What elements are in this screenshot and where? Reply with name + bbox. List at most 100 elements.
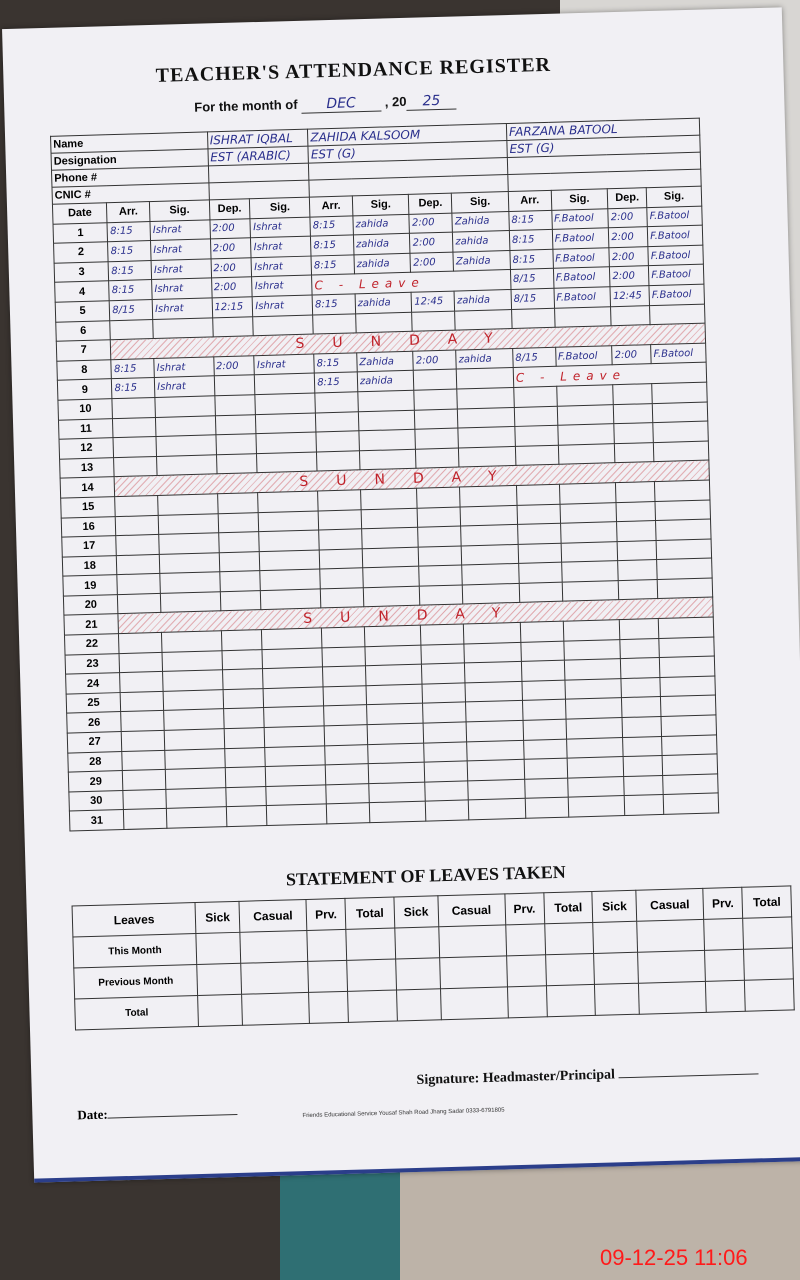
leaves-cell — [744, 978, 795, 1012]
entry-cell — [516, 484, 560, 505]
entry-cell — [660, 675, 716, 697]
entry-cell — [660, 695, 716, 717]
entry-cell — [219, 570, 261, 592]
entry-cell — [163, 689, 224, 711]
entry-cell: 8:15 — [107, 221, 151, 242]
entry-cell — [116, 554, 160, 575]
entry-cell — [524, 777, 568, 799]
entry-cell — [517, 542, 562, 564]
date-cell: 26 — [66, 711, 122, 734]
entry-cell — [253, 314, 314, 336]
floor — [380, 1160, 800, 1280]
entry-cell: 8:15 — [313, 352, 358, 374]
entry-cell — [517, 523, 561, 545]
leaves-cell — [308, 991, 349, 1024]
date-cell: 1 — [52, 222, 108, 244]
entry-cell — [415, 428, 459, 449]
entry-cell — [419, 565, 463, 587]
entry-cell: 2:00 — [409, 232, 454, 254]
entry-cell: 2:00 — [609, 266, 650, 287]
entry-cell: 8:15 — [312, 293, 356, 315]
leaves-cell — [507, 985, 548, 1018]
header-signature: Sig. — [550, 188, 609, 210]
entry-cell — [116, 534, 160, 556]
entry-cell: F.Batool — [647, 225, 703, 247]
entry-cell: Ishrat — [150, 219, 210, 241]
entry-cell — [368, 781, 426, 804]
entry-cell — [123, 808, 167, 830]
entry-cell — [323, 705, 367, 726]
entry-cell: Ishrat — [151, 278, 212, 300]
entry-cell — [565, 717, 623, 739]
leaves-col-header: Total — [345, 897, 395, 930]
entry-cell — [164, 748, 225, 770]
entry-cell — [216, 453, 258, 475]
entry-cell: F.Batool — [551, 208, 609, 230]
entry-cell — [465, 681, 523, 703]
entry-cell: 8:15 — [111, 377, 155, 399]
entry-cell — [567, 776, 625, 798]
entry-cell — [224, 747, 266, 768]
entry-cell — [464, 642, 522, 664]
leaves-col-header: Total — [543, 891, 594, 924]
leaves-col-header: Prv. — [702, 887, 743, 920]
entry-cell — [655, 519, 712, 541]
entry-cell — [655, 499, 711, 521]
entry-cell — [260, 569, 321, 591]
entry-cell — [651, 382, 708, 404]
entry-cell: 2:00 — [213, 355, 255, 377]
entry-cell — [317, 489, 361, 511]
entry-cell — [259, 549, 320, 571]
entry-cell — [413, 369, 458, 391]
entry-cell — [260, 588, 322, 611]
entry-cell — [121, 730, 165, 752]
entry-cell — [264, 725, 325, 748]
entry-cell: F.Batool — [553, 286, 611, 308]
entry-cell — [513, 386, 557, 407]
entry-cell: 8:15 — [509, 249, 553, 270]
entry-cell — [112, 397, 156, 419]
leaves-col-header: Casual — [437, 893, 506, 927]
leaves-cell — [196, 932, 241, 965]
entry-cell — [457, 406, 515, 429]
entry-cell — [156, 454, 217, 476]
entry-cell — [158, 513, 219, 535]
leaves-cell — [345, 928, 396, 961]
entry-cell: 8/15 — [512, 347, 556, 368]
leaves-row-label: This Month — [72, 933, 198, 968]
entry-cell — [223, 727, 266, 749]
entry-cell: 8:15 — [509, 229, 553, 251]
entry-cell — [423, 721, 467, 743]
entry-cell — [556, 404, 615, 426]
date-cell: 10 — [57, 398, 113, 420]
entry-cell — [623, 775, 664, 796]
entry-cell — [364, 625, 422, 647]
entry-cell — [563, 639, 621, 661]
date-cell: 27 — [67, 731, 123, 753]
entry-cell: Ishrat — [153, 356, 214, 378]
entry-cell: F.Batool — [551, 227, 610, 250]
entry-cell — [464, 661, 522, 683]
entry-cell — [420, 624, 465, 645]
entry-cell — [462, 583, 520, 605]
leaves-col-header: Casual — [635, 888, 704, 922]
entry-cell — [358, 429, 416, 451]
entry-cell — [326, 803, 370, 824]
entry-cell — [160, 591, 221, 613]
entry-cell — [619, 618, 659, 640]
leaves-header: Leaves — [72, 902, 197, 937]
entry-cell — [266, 804, 328, 826]
entry-cell — [357, 390, 415, 412]
leaves-col-header: Sick — [592, 890, 637, 923]
entry-cell: 2:00 — [210, 257, 253, 279]
entry-cell — [514, 405, 558, 427]
entry-cell — [617, 540, 657, 561]
leaves-cell — [705, 980, 746, 1013]
entry-cell: 8:15 — [108, 260, 152, 282]
entry-cell — [466, 739, 525, 762]
entry-cell — [661, 714, 717, 737]
month-line: For the month of DEC , 20 25 — [194, 92, 457, 116]
entry-cell — [215, 433, 257, 455]
entry-cell: F.Batool — [648, 264, 704, 286]
leaves-row-label: Previous Month — [73, 964, 198, 999]
